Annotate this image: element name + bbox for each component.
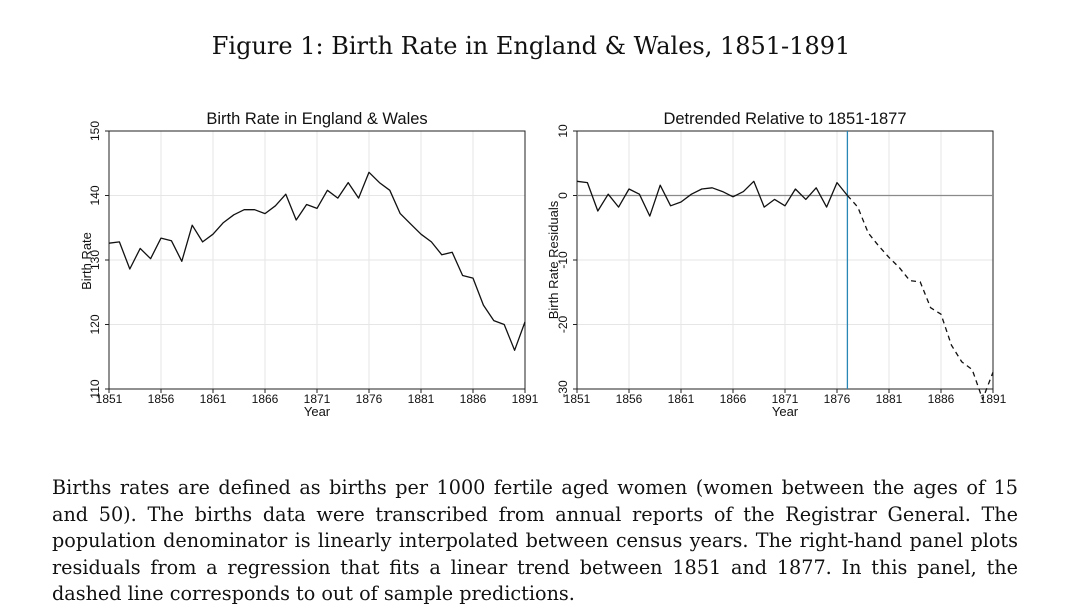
panel-birth-rate: Birth Rate in England & Wales 1851 1856 18…	[79, 110, 539, 419]
charts-area: Birth Rate in England & Wales 1851 1856 18…	[79, 110, 1007, 419]
y-tick-label: 130	[88, 250, 102, 270]
x-tick-label: 1881	[408, 392, 435, 406]
series-left	[108, 171, 526, 351]
panel-detrended: Detrended Relative to 1851-1877 1851 1856…	[546, 110, 1007, 419]
y-tick-label: 120	[88, 314, 102, 334]
y-tick-label: -30	[556, 380, 570, 398]
x-tick-label: 1851	[564, 392, 591, 406]
gridlines-left	[108, 130, 526, 390]
x-tick-label: 1891	[512, 392, 539, 406]
x-ticks-right: 1851 1856 1861 1866 1871 1876 1881 1886 1891	[564, 389, 1007, 406]
y-tick-label: -20	[556, 316, 570, 334]
y-tick-label: 110	[88, 379, 102, 398]
x-tick-label: 1866	[252, 392, 279, 406]
gridlines-right	[576, 130, 994, 390]
x-tick-label: 1866	[720, 392, 747, 406]
x-tick-label: 1886	[928, 392, 955, 406]
x-tick-label: 1856	[148, 392, 175, 406]
y-axis-label-left: Birth Rate	[79, 232, 94, 290]
x-tick-label: 1851	[96, 392, 123, 406]
x-tick-label: 1856	[616, 392, 643, 406]
series-line-solid	[576, 180, 848, 217]
y-tick-label: 150	[88, 121, 102, 141]
x-axis-label-right: Year	[772, 404, 799, 419]
x-axis-label-left: Year	[304, 404, 331, 419]
y-tick-label: -10	[556, 251, 570, 269]
y-ticks-right: -30 -20 -10 0 10	[556, 124, 577, 398]
x-tick-label: 1891	[980, 392, 1007, 406]
x-tick-label: 1861	[668, 392, 695, 406]
figure-caption: Births rates are defined as births per 1…	[52, 476, 1018, 605]
x-tick-label: 1861	[200, 392, 227, 406]
x-tick-label: 1876	[824, 392, 851, 406]
x-tick-label: 1881	[876, 392, 903, 406]
x-ticks-left: 1851 1856 1861 1866 1871 1876 1881 1886 1891	[96, 389, 539, 406]
series-right	[576, 180, 994, 400]
chart-title-right: Detrended Relative to 1851-1877	[663, 110, 906, 128]
x-tick-label: 1871	[304, 392, 331, 406]
series-line-dashed	[846, 195, 994, 400]
x-tick-label: 1876	[356, 392, 383, 406]
y-tick-label: 10	[556, 124, 570, 138]
y-axis-label-right: Birth Rate Residuals	[546, 200, 561, 319]
series-line-solid	[108, 171, 526, 351]
chart-title-left: Birth Rate in England & Wales	[206, 110, 427, 128]
x-tick-label: 1886	[460, 392, 487, 406]
y-ticks-left: 110 120 130 140 150	[88, 121, 109, 399]
figure-title: Figure 1: Birth Rate in England & Wales,…	[211, 32, 851, 60]
y-tick-label: 0	[556, 192, 570, 199]
reference-lines-right	[577, 131, 993, 389]
x-tick-label: 1871	[772, 392, 799, 406]
y-tick-label: 140	[88, 185, 102, 205]
